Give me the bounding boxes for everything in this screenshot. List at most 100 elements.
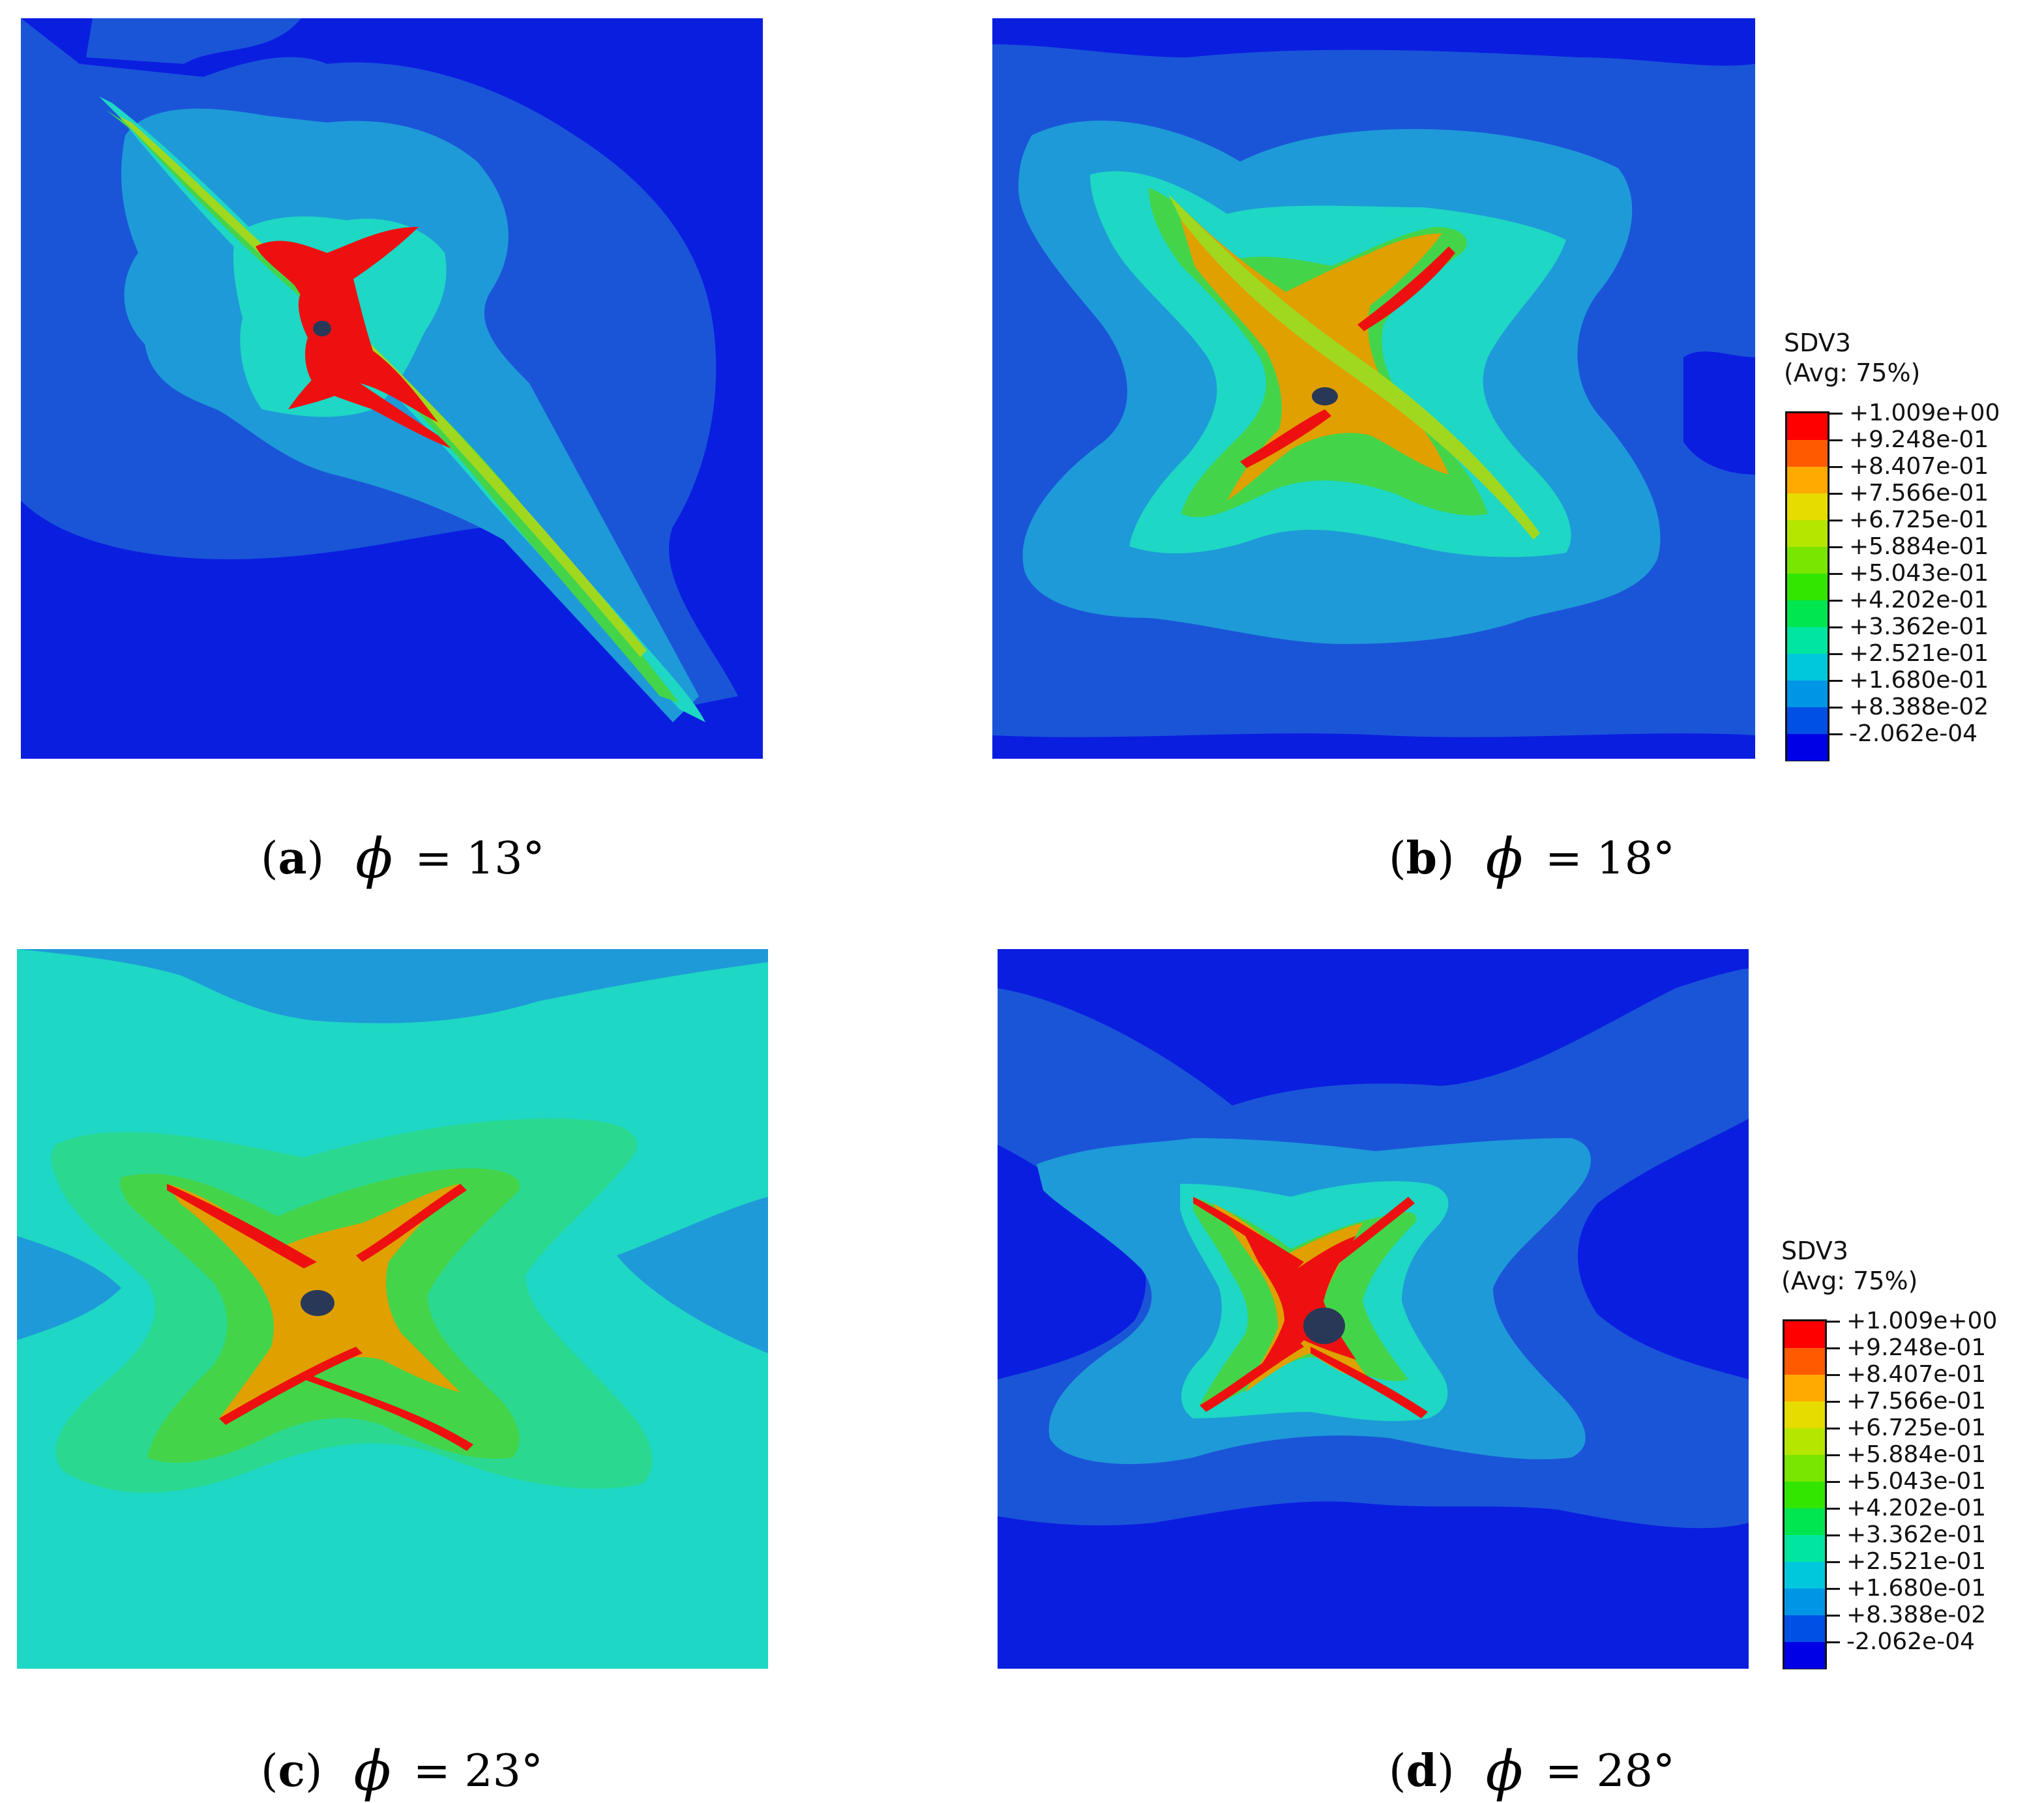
legend-value: +2.521e-01 [1846, 1548, 1987, 1575]
legend-averaging: (Avg: 75%) [1784, 359, 1921, 387]
legend-tick [1826, 1347, 1840, 1349]
legend-tick [1826, 1481, 1840, 1483]
caption-label: c [278, 1745, 305, 1797]
legend-swatch [1787, 520, 1828, 547]
caption-c: (c) ϕ = 23° [261, 1739, 543, 1803]
caption-value: = 18° [1545, 833, 1675, 885]
legend-averaging: (Avg: 75%) [1781, 1267, 1918, 1295]
legend-swatch [1785, 1482, 1825, 1508]
caption-label: a [278, 832, 307, 885]
legend-variable: SDV3 [1781, 1237, 1848, 1265]
phi-symbol: ϕ [1485, 1739, 1523, 1803]
legend-tick [1826, 1534, 1840, 1536]
legend-value: +3.362e-01 [1849, 613, 1989, 640]
legend-tick [1828, 707, 1843, 709]
legend-value: +3.362e-01 [1846, 1521, 1987, 1548]
caption-label: b [1406, 832, 1438, 885]
legend-tick [1826, 1321, 1840, 1323]
legend-tick [1826, 1588, 1840, 1590]
legend-value: +1.680e-01 [1846, 1575, 1987, 1602]
caption-a: (a) ϕ = 13° [261, 827, 545, 890]
legend-swatch [1785, 1428, 1825, 1455]
legend-value: +9.248e-01 [1849, 426, 1989, 453]
legend-value: +1.009e+00 [1846, 1308, 1998, 1334]
legend-swatch [1785, 1375, 1825, 1401]
legend-value: +5.884e-01 [1846, 1441, 1987, 1468]
legend-tick [1828, 653, 1843, 655]
contour-plot-d [998, 949, 1749, 1669]
legend-tick [1828, 626, 1843, 628]
legend-top: SDV3 (Avg: 75%) +1.009e+00 +9.248e-01 +8.4… [1784, 329, 2032, 761]
legend-tick [1826, 1641, 1840, 1643]
legend-swatch [1785, 1535, 1825, 1562]
caption-d: (d) ϕ = 28° [1389, 1739, 1675, 1803]
legend-value: +4.202e-01 [1846, 1495, 1987, 1521]
caption-value: = 28° [1545, 1746, 1675, 1797]
legend-value: +1.009e+00 [1849, 400, 2000, 426]
legend-value: +5.043e-01 [1846, 1468, 1987, 1495]
legend-swatch [1787, 627, 1828, 654]
legend-swatch [1785, 1589, 1825, 1615]
legend-swatch [1787, 574, 1828, 600]
legend-swatch [1785, 1508, 1825, 1535]
legend-swatch [1787, 440, 1828, 467]
legend-tick [1826, 1374, 1840, 1376]
legend-swatch [1787, 413, 1828, 440]
legend-swatch [1787, 707, 1828, 734]
legend-swatch [1787, 734, 1828, 761]
legend-value: +7.566e-01 [1849, 480, 1989, 506]
legend-tick [1826, 1401, 1840, 1403]
legend-value: -2.062e-04 [1846, 1628, 1975, 1655]
legend-value: +5.043e-01 [1849, 560, 1989, 587]
legend-value: +4.202e-01 [1849, 587, 1989, 613]
legend-tick [1826, 1615, 1840, 1617]
legend-swatch [1785, 1348, 1825, 1375]
legend-colorbar [1785, 411, 1829, 761]
contour-plot-a [21, 18, 763, 759]
legend-value: +8.407e-01 [1849, 453, 1989, 480]
legend-tick [1828, 546, 1843, 548]
legend-value: +8.388e-02 [1849, 694, 1989, 720]
legend-tick [1828, 413, 1843, 415]
legend-swatch [1787, 600, 1828, 627]
legend-swatch [1785, 1615, 1825, 1642]
legend-tick [1828, 600, 1843, 602]
caption-value: = 13° [415, 833, 545, 885]
legend-colorbar [1783, 1319, 1827, 1669]
legend-variable: SDV3 [1784, 329, 1851, 357]
contour-plot-c [17, 949, 768, 1669]
phi-symbol: ϕ [355, 827, 393, 890]
legend-value: +2.521e-01 [1849, 640, 1989, 667]
legend-tick [1828, 733, 1843, 735]
legend-swatch [1785, 1455, 1825, 1482]
legend-tick [1826, 1428, 1840, 1429]
phi-symbol: ϕ [353, 1739, 391, 1803]
legend-value: +7.566e-01 [1846, 1388, 1987, 1415]
legend-swatch [1787, 654, 1828, 681]
legend-tick [1826, 1508, 1840, 1510]
legend-tick [1826, 1454, 1840, 1456]
legend-tick [1826, 1561, 1840, 1563]
phi-symbol: ϕ [1485, 827, 1523, 890]
legend-tick [1828, 573, 1843, 575]
legend-swatch [1787, 467, 1828, 493]
legend-tick [1828, 466, 1843, 468]
contour-plot-b [992, 18, 1755, 759]
legend-swatch [1787, 547, 1828, 574]
legend-swatch [1785, 1321, 1825, 1348]
legend-swatch [1785, 1401, 1825, 1428]
legend-value: +8.407e-01 [1846, 1361, 1987, 1388]
legend-bottom: SDV3 (Avg: 75%) +1.009e+00 +9.248e-01 +8.4… [1781, 1237, 2029, 1669]
caption-b: (b) ϕ = 18° [1389, 827, 1675, 890]
legend-tick [1828, 493, 1843, 495]
legend-tick [1828, 680, 1843, 682]
legend-tick [1828, 520, 1843, 521]
legend-swatch [1785, 1642, 1825, 1669]
legend-swatch [1785, 1562, 1825, 1589]
legend-value: +5.884e-01 [1849, 533, 1989, 560]
legend-swatch [1787, 681, 1828, 707]
legend-tick [1828, 439, 1843, 441]
caption-label: d [1406, 1745, 1438, 1797]
legend-value: +9.248e-01 [1846, 1334, 1987, 1361]
legend-value: +6.725e-01 [1846, 1415, 1987, 1441]
